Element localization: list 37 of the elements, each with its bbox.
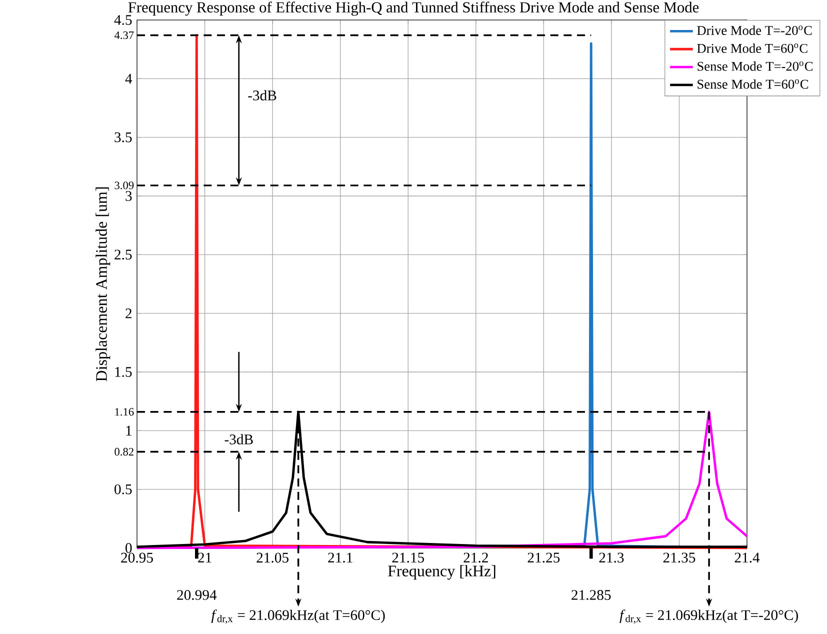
legend-label: Sense Mode T=60$^{o}$C	[698, 79, 808, 89]
y-tick-label: 1.5	[115, 367, 132, 377]
chart-title: Frequency Response of Effective High-Q and Tunned Stiffness Drive Mode and Sense Mode	[128, 2, 699, 16]
y-tick-label: 4.5	[114, 15, 132, 25]
y-tick-label: 3.5	[114, 132, 132, 142]
annotation: 1.16	[115, 408, 134, 416]
annotation: -3dB	[248, 90, 276, 100]
y-tick-label: 1	[126, 426, 132, 436]
annotation: 3.09	[114, 182, 134, 190]
x-tick-label: 21.2	[464, 552, 488, 563]
y-tick-label: 2	[126, 308, 132, 318]
legend-label: Sense Mode T=-20$^{o}$C	[698, 61, 813, 71]
x-tick-label: 21.4	[734, 552, 760, 563]
y-tick-label: 0.5	[114, 484, 132, 494]
y-tick-label: 2.5	[114, 250, 132, 260]
x-tick-label: 21.3	[599, 552, 624, 563]
annotation: 21.285	[572, 590, 611, 600]
x-tick-label: 21.15	[392, 552, 424, 563]
y-tick-label: 0	[126, 543, 132, 553]
annotation: 20.994	[177, 590, 217, 600]
annotation: f$_{dr,x}$ = 21.069kHz(at T=60°C)	[211, 610, 385, 624]
x-tick-label: 21.35	[663, 552, 696, 563]
legend-label: Drive Mode T=-20$^{o}$C	[697, 26, 812, 35]
y-axis-title: Displacement Amplitude [um]	[96, 187, 110, 382]
x-tick-label: 21.25	[528, 552, 560, 563]
x-tick-label: 21.1	[328, 552, 352, 563]
x-axis-title: Frequency [kHz]	[388, 565, 496, 580]
annotation: -3dB	[224, 434, 253, 444]
annotation: 4.37	[114, 31, 134, 40]
legend-label: Drive Mode T=60$^{o}$C	[697, 44, 808, 53]
x-tick-label: 21	[198, 552, 212, 562]
y-tick-label: 3	[126, 191, 132, 201]
x-tick-label: 21.05	[256, 552, 288, 563]
annotation: 0.82	[114, 448, 134, 456]
y-tick-label: 4	[125, 74, 132, 84]
annotation: f$_{dr,x}$ = 21.069kHz(at T=-20°C)	[620, 610, 798, 624]
x-tick-label: 20.95	[121, 552, 153, 563]
